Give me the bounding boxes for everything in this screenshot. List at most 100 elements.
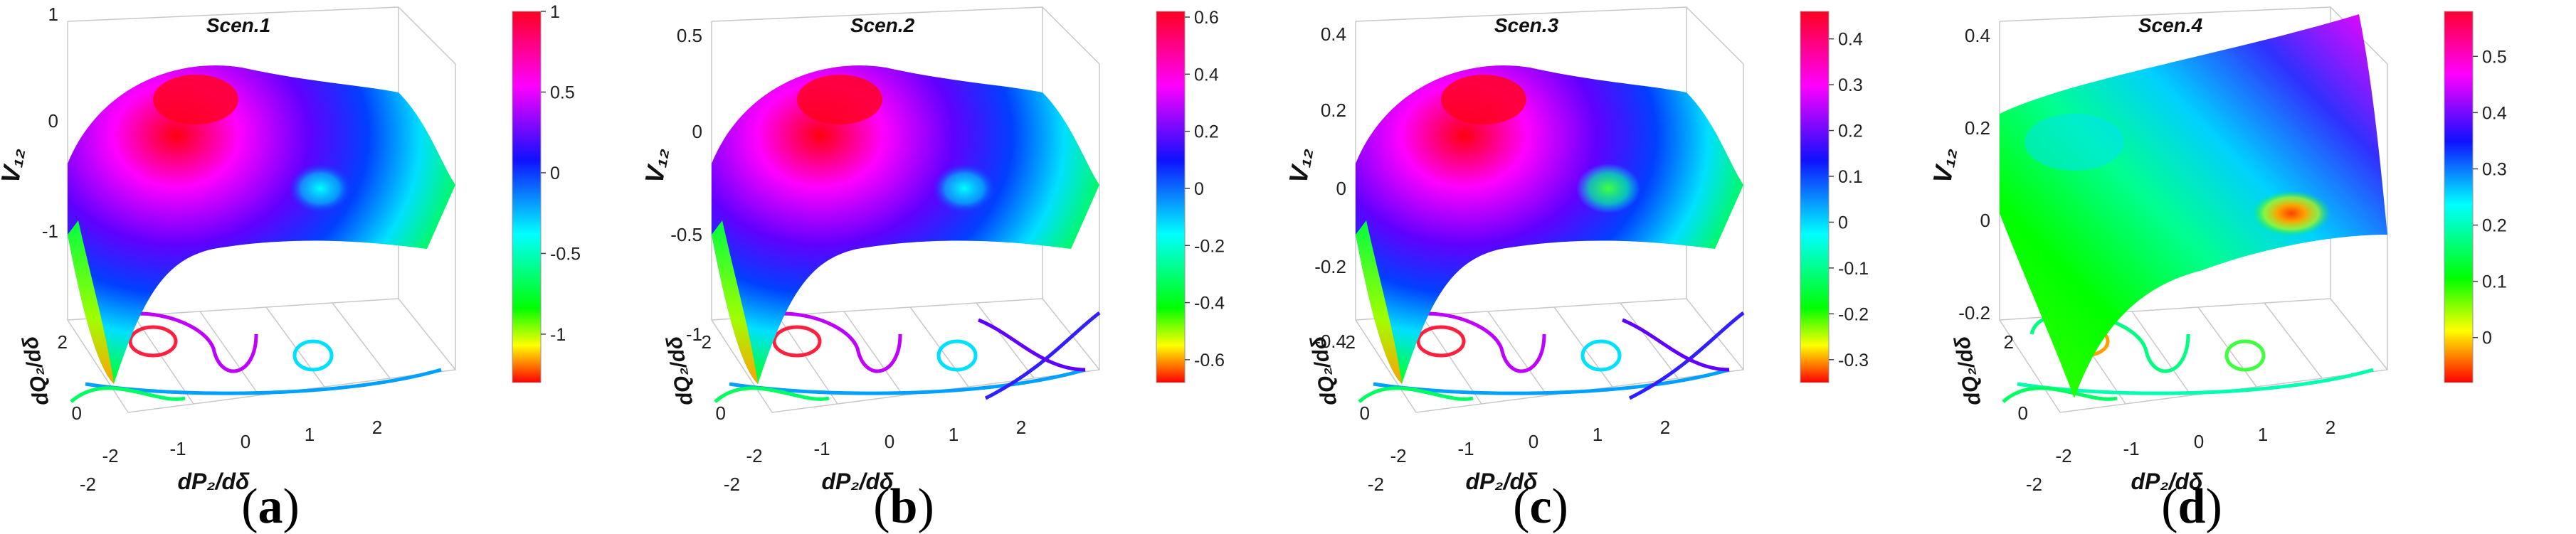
y-tick-label: 0 (1360, 402, 1370, 424)
floor-grid-line (1487, 311, 1548, 396)
x-tick-label: -1 (2123, 438, 2139, 459)
floor-grid-line (265, 306, 325, 388)
z-axis-label: V₁₂ (0, 145, 30, 186)
colorbar (1156, 11, 1186, 383)
contour-curve (70, 386, 186, 403)
colorbar (1800, 11, 1830, 383)
colorbar (2444, 11, 2474, 383)
colorbar-tick-label: 0 (550, 164, 560, 183)
colorbar-tick-label: -0.6 (1194, 351, 1225, 370)
contour-curve (729, 368, 1086, 395)
z-tick-label: -0.2 (1314, 256, 1346, 277)
x-tick-label: -2 (1390, 445, 1406, 466)
x-tick-label: 2 (1016, 417, 1026, 438)
chart-title: Scen.2 (850, 14, 915, 36)
surface-main (2000, 14, 2387, 398)
z-tick-label: 0 (48, 110, 58, 132)
z-axis-label: V₁₂ (639, 145, 674, 186)
colorbar-tick-label: 0.5 (2482, 47, 2507, 67)
z-tick-label: -1 (686, 324, 702, 345)
contour-lines (70, 311, 442, 403)
colorbar-tick-label: 0.4 (1838, 30, 1863, 50)
x-tick-label: 1 (1593, 424, 1603, 445)
x-axis-label: dP₂/dδ (821, 469, 894, 494)
colorbar-tick-label: 0.2 (1194, 122, 1219, 142)
x-tick-label: 1 (949, 424, 959, 445)
z-tick-label: 0 (1980, 210, 1990, 231)
floor-grid-line (777, 315, 838, 405)
x-tick-label: 2 (372, 417, 382, 438)
x-tick-label: -2 (102, 445, 118, 466)
contour-curve (1358, 386, 1474, 403)
y-axis-label: dQ₂/dδ (1951, 334, 1986, 407)
x-tick-label: -1 (1457, 438, 1474, 459)
chart-title: Scen.4 (2138, 14, 2203, 36)
z-tick-label: 0.4 (1321, 23, 1346, 45)
x-tick-label: 0 (241, 431, 250, 452)
floor-grid-line (2197, 306, 2257, 388)
colorbar-tick-label: 0.3 (1838, 75, 1863, 95)
x-tick-label: 0 (1529, 431, 1538, 452)
colorbar-tick-label: 0.4 (1194, 65, 1219, 85)
colorbar-tick-label: -0.2 (1838, 304, 1869, 324)
colorbar-tick-label: 1 (550, 2, 560, 22)
contour-curve (1622, 318, 1730, 372)
floor-grid-line (1421, 315, 1482, 405)
panel-d: Scen.4 0.4 0.2 0 -0.2 V₁₂ -2 0 2 dQ₂/dδ -2 -1 0 1 2 dP₂… (1927, 6, 2507, 534)
y-tick-label: 2 (1346, 331, 1356, 353)
z-tick-label: 0.2 (1321, 100, 1346, 121)
floor-grid-line (2264, 302, 2323, 379)
chart-title: Scen.3 (1494, 14, 1559, 36)
axes-box-front (1999, 21, 2388, 413)
z-tick-label: 1 (48, 4, 58, 25)
floor-grid-line (909, 306, 969, 388)
axes-box-floor (67, 298, 456, 370)
y-tick-label: 2 (702, 331, 712, 353)
y-tick-label: -2 (724, 474, 740, 495)
axes-box (711, 6, 1100, 413)
y-tick-label: -2 (2026, 474, 2042, 495)
colorbar-tick-label: 0.1 (1838, 167, 1863, 187)
z-tick-label: -0.2 (1958, 302, 1990, 324)
floor-grid-line (843, 311, 904, 396)
contour-curve (2002, 386, 2118, 403)
contour-ring (2224, 339, 2266, 372)
contour-curve (984, 311, 1101, 400)
x-tick-label: 0 (885, 431, 894, 452)
floor-grid-line (332, 302, 391, 379)
panel-caption: (c) (1513, 479, 1568, 534)
colorbar-tick-label: 0 (1838, 213, 1848, 233)
colorbar-tick-label: 0.6 (1194, 8, 1219, 28)
contour-curve (1628, 311, 1745, 400)
contour-ring (772, 325, 822, 358)
surface-plot (712, 65, 1099, 385)
surface-plot (2000, 14, 2387, 398)
z-tick-label: -0.5 (670, 224, 702, 245)
contour-lines (1358, 311, 1745, 403)
y-tick-label: 2 (2004, 331, 2014, 353)
colorbar-tick-label: -0.1 (1838, 259, 1869, 279)
z-tick-label: 0.5 (677, 25, 702, 46)
z-tick-label: 0 (1336, 178, 1346, 199)
surface-main (712, 65, 1099, 385)
colorbar-tick-label: -1 (550, 325, 566, 345)
colorbar-tick-label: 0 (1194, 179, 1204, 199)
surface-peak (1441, 75, 1526, 124)
z-tick-label: -0.4 (1314, 331, 1346, 352)
contour-curve (714, 386, 830, 403)
contour-curve (978, 318, 1086, 372)
panel-caption: (d) (2161, 479, 2222, 534)
x-tick-label: 0 (2194, 431, 2204, 452)
x-tick-label: -1 (813, 438, 830, 459)
x-tick-label: -1 (169, 438, 186, 459)
floor-grid-line (976, 302, 1035, 379)
axes-box-floor (1355, 298, 1744, 370)
contour-ring (1580, 339, 1622, 372)
floor-grid-line (199, 311, 260, 396)
floor-grid-line (2131, 311, 2192, 396)
contour-ring (936, 339, 978, 372)
